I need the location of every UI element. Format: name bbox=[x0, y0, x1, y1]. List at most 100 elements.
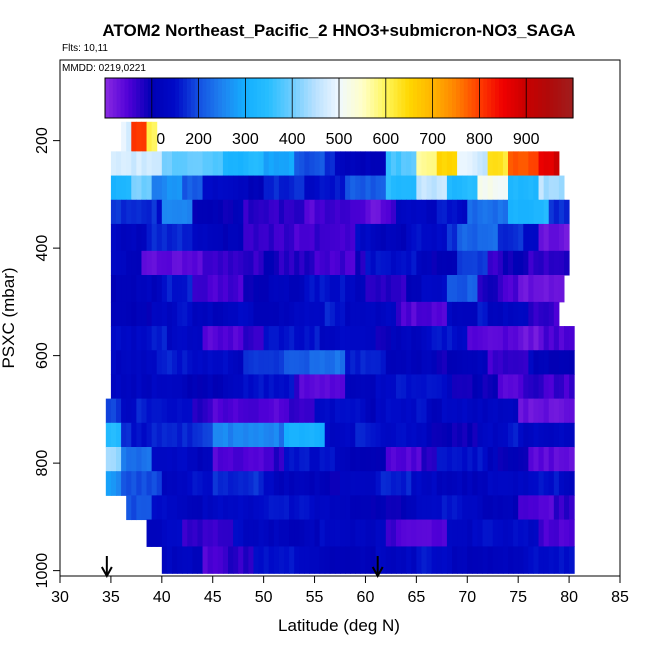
heatmap-cell bbox=[233, 301, 239, 327]
x-tick-label: 85 bbox=[611, 589, 629, 606]
heatmap-cell bbox=[202, 223, 209, 252]
heatmap-cell bbox=[289, 199, 295, 225]
heatmap-cell bbox=[345, 275, 351, 303]
heatmap-cell bbox=[396, 398, 402, 424]
heatmap-cell bbox=[543, 250, 550, 276]
heatmap-cell bbox=[375, 422, 382, 448]
heatmap-cell bbox=[487, 398, 494, 424]
heatmap-cell bbox=[446, 471, 453, 496]
heatmap-cell bbox=[146, 519, 153, 547]
heatmap-cell bbox=[416, 326, 422, 351]
heatmap-cell bbox=[523, 326, 529, 351]
heatmap-cell bbox=[401, 546, 407, 574]
heatmap-cell bbox=[202, 326, 209, 351]
heatmap-cell bbox=[365, 301, 372, 327]
heatmap-cell bbox=[457, 250, 463, 276]
heatmap-cell bbox=[370, 519, 377, 547]
heatmap-cell bbox=[136, 199, 142, 225]
heatmap-cell bbox=[416, 175, 422, 201]
heatmap-cell bbox=[452, 398, 458, 424]
heatmap-cell bbox=[513, 495, 519, 521]
heatmap-cell bbox=[538, 199, 545, 225]
heatmap-cell bbox=[263, 471, 270, 496]
heatmap-cell bbox=[360, 301, 366, 327]
heatmap-cell bbox=[304, 199, 310, 225]
heatmap-cell bbox=[273, 447, 280, 472]
heatmap-cell bbox=[380, 275, 387, 303]
heatmap-cell bbox=[543, 275, 550, 303]
heatmap-cell bbox=[370, 471, 377, 496]
heatmap-cell bbox=[360, 546, 366, 574]
heatmap-cell bbox=[258, 495, 265, 521]
heatmap-cell bbox=[217, 326, 224, 351]
heatmap-cell bbox=[477, 151, 484, 177]
heatmap-cell bbox=[508, 326, 514, 351]
colorbar-swatch bbox=[534, 78, 539, 118]
heatmap-cell bbox=[207, 398, 214, 424]
heatmap-cell bbox=[116, 301, 122, 327]
heatmap-cell bbox=[212, 350, 219, 375]
heatmap-cell bbox=[177, 374, 183, 400]
heatmap-cell bbox=[426, 350, 433, 375]
heatmap-cell bbox=[141, 175, 148, 201]
heatmap-cell bbox=[212, 422, 219, 448]
heatmap-cell bbox=[543, 398, 550, 424]
heatmap-cell bbox=[452, 223, 458, 252]
heatmap-cell bbox=[131, 495, 137, 521]
heatmap-cell bbox=[569, 374, 575, 400]
heatmap-cell bbox=[416, 471, 422, 496]
heatmap-cell bbox=[187, 326, 193, 351]
heatmap-cell bbox=[390, 447, 397, 472]
heatmap-cell bbox=[268, 519, 275, 547]
heatmap-cell bbox=[197, 175, 204, 201]
heatmap-cell bbox=[350, 447, 356, 472]
heatmap-cell bbox=[110, 250, 117, 276]
heatmap-cell bbox=[528, 398, 534, 424]
heatmap-cell bbox=[156, 223, 163, 252]
heatmap-cell bbox=[569, 519, 575, 547]
heatmap-cell bbox=[538, 422, 545, 448]
heatmap-cell bbox=[228, 301, 234, 327]
heatmap-cell bbox=[263, 447, 270, 472]
heatmap-cell bbox=[360, 398, 366, 424]
heatmap-cell bbox=[177, 223, 183, 252]
heatmap-cell bbox=[131, 175, 137, 201]
heatmap-cell bbox=[304, 175, 310, 201]
heatmap-cell bbox=[151, 250, 158, 276]
heatmap-cell bbox=[289, 350, 295, 375]
heatmap-cell bbox=[258, 223, 265, 252]
heatmap-cell bbox=[243, 374, 249, 400]
heatmap-cell bbox=[482, 151, 489, 177]
heatmap-cell bbox=[156, 471, 163, 496]
heatmap-cell bbox=[396, 495, 402, 521]
heatmap-cell bbox=[192, 422, 198, 448]
heatmap-cell bbox=[161, 495, 168, 521]
heatmap-cell bbox=[192, 447, 198, 472]
heatmap-cell bbox=[192, 301, 198, 327]
heatmap-cell bbox=[228, 471, 234, 496]
colorbar-swatch bbox=[350, 78, 356, 118]
heatmap-cell bbox=[528, 495, 534, 521]
heatmap-cell bbox=[212, 250, 219, 276]
heatmap-cell bbox=[538, 301, 545, 327]
heatmap-cell bbox=[329, 250, 336, 276]
heatmap-cell bbox=[156, 250, 163, 276]
heatmap-cell bbox=[202, 350, 209, 375]
heatmap-cell bbox=[314, 175, 321, 201]
heatmap-cell bbox=[319, 151, 326, 177]
heatmap-cell bbox=[441, 250, 448, 276]
heatmap-cell bbox=[462, 471, 468, 496]
heatmap-cell bbox=[416, 546, 422, 574]
heatmap-cell bbox=[131, 223, 137, 252]
heatmap-cell bbox=[182, 223, 188, 252]
heatmap-cell bbox=[452, 301, 458, 327]
heatmap-cell bbox=[278, 519, 285, 547]
heatmap-cell bbox=[334, 151, 341, 177]
heatmap-cell bbox=[309, 422, 316, 448]
heatmap-cell bbox=[202, 398, 209, 424]
heatmap-cell bbox=[141, 301, 148, 327]
heatmap-cell bbox=[212, 546, 219, 574]
heatmap-cell bbox=[161, 326, 168, 351]
heatmap-cell bbox=[533, 223, 540, 252]
heatmap-cell bbox=[238, 151, 244, 177]
